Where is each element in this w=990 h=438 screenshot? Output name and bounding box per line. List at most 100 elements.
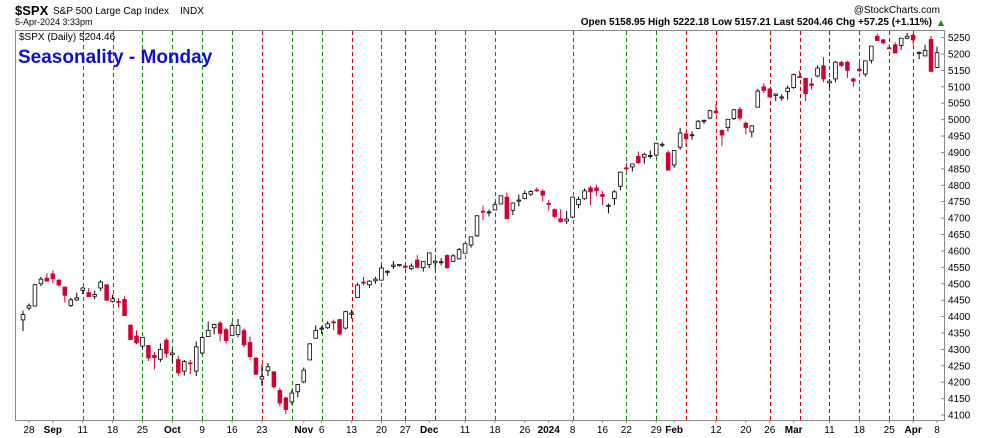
x-tick-label: 20 — [376, 425, 388, 436]
y-tick-label: 4150 — [948, 394, 971, 405]
x-tick-label: 26 — [764, 425, 776, 436]
y-tick-label: 4350 — [948, 329, 971, 340]
y-tick-label: 4250 — [948, 361, 971, 372]
y-tick-label: 4550 — [948, 263, 971, 274]
candle-body — [188, 362, 193, 365]
candle-body — [164, 339, 169, 354]
y-tick-label: 4200 — [948, 378, 971, 389]
candle-body — [343, 311, 348, 329]
candle-body — [701, 119, 707, 122]
candle-body — [325, 323, 330, 329]
candle-body — [253, 357, 259, 375]
candle-body — [773, 93, 778, 96]
y-tick-label: 4600 — [948, 246, 971, 257]
x-tick-label: 27 — [400, 425, 412, 436]
candle-body — [223, 329, 229, 341]
candle-body — [910, 34, 916, 41]
candle-body — [217, 322, 223, 334]
x-tick-label: 12 — [710, 425, 722, 436]
x-tick-label: 22 — [621, 425, 633, 436]
candle-body — [283, 397, 289, 410]
candle-body — [68, 299, 74, 306]
candle-body — [241, 330, 247, 346]
candle-body — [916, 51, 922, 54]
y-tick-label: 4800 — [948, 181, 971, 192]
candle-body — [809, 83, 814, 86]
x-tick-label: 8 — [934, 425, 940, 436]
y-axis: 4100 4150 4200 4250 4300 4350 4400 4450 4500 4550… — [941, 33, 971, 422]
candle-body — [636, 155, 641, 164]
candle-body — [158, 349, 163, 360]
candle-body — [630, 163, 635, 168]
x-tick-label: 11 — [824, 425, 835, 436]
candle-body — [677, 132, 683, 148]
candle-body — [450, 255, 456, 262]
x-tick-label: Feb — [665, 425, 683, 436]
candle-body — [170, 352, 175, 356]
candle-body — [683, 133, 689, 140]
y-tick-label: 4700 — [948, 214, 971, 225]
candle-body — [707, 110, 713, 119]
candle-body — [659, 143, 665, 146]
candle-body — [755, 90, 761, 108]
candle-body — [32, 284, 38, 307]
candle-body — [504, 196, 510, 220]
candle-body — [618, 171, 623, 187]
candle-body — [546, 202, 551, 205]
candle-body — [271, 371, 277, 388]
candle-body — [116, 301, 121, 303]
candle-body — [420, 261, 426, 269]
candle-body — [653, 142, 659, 156]
y-tick-label: 4950 — [948, 132, 971, 143]
candle-body — [38, 278, 44, 285]
candle-body — [558, 218, 563, 223]
candle-body — [522, 193, 528, 200]
candle-body — [319, 327, 324, 330]
x-tick-label: 11 — [78, 425, 89, 436]
candle-body — [235, 325, 241, 336]
candle-body — [277, 390, 283, 404]
candle-body — [426, 252, 432, 265]
candle-body — [355, 284, 360, 298]
candle-body — [839, 62, 844, 66]
candle-body — [880, 39, 886, 44]
candle-body — [731, 109, 737, 120]
candle-body — [361, 281, 366, 284]
candle-body — [898, 37, 904, 46]
candle-body — [797, 76, 802, 79]
candle-body — [205, 329, 211, 338]
candle-body — [743, 122, 749, 128]
candle-body — [845, 61, 850, 71]
candle-body — [612, 191, 617, 199]
x-tick-label: Sep — [44, 425, 62, 436]
candle-body — [552, 209, 557, 217]
x-tick-label: 25 — [884, 425, 896, 436]
y-tick-label: 5000 — [948, 115, 971, 126]
candle-body — [193, 346, 199, 372]
x-tick-label: 8 — [570, 425, 576, 436]
candle-body — [44, 277, 50, 282]
candle-body — [432, 260, 438, 264]
candle-body — [791, 74, 796, 88]
candle-body — [737, 109, 743, 119]
y-tick-label: 4650 — [948, 230, 971, 241]
candle-body — [492, 204, 498, 211]
x-tick-label: Mar — [785, 425, 803, 436]
candle-body — [415, 259, 420, 268]
candle-body — [182, 361, 187, 372]
candle-body — [20, 314, 26, 321]
chart-title: Seasonality - Monday — [18, 47, 213, 68]
y-tick-label: 4400 — [948, 312, 971, 323]
candle-body — [295, 384, 301, 393]
plot-frame — [15, 30, 945, 421]
candle-body — [570, 196, 575, 218]
x-tick-label: 16 — [227, 425, 239, 436]
index-name: S&P 500 Large Cap Index — [53, 6, 169, 17]
candle-body — [259, 376, 265, 380]
candle-body — [128, 324, 133, 340]
candle-body — [80, 287, 85, 291]
candle-body — [307, 343, 312, 361]
candle-body — [92, 294, 97, 297]
candle-body — [785, 87, 790, 92]
candle-body — [749, 125, 755, 133]
